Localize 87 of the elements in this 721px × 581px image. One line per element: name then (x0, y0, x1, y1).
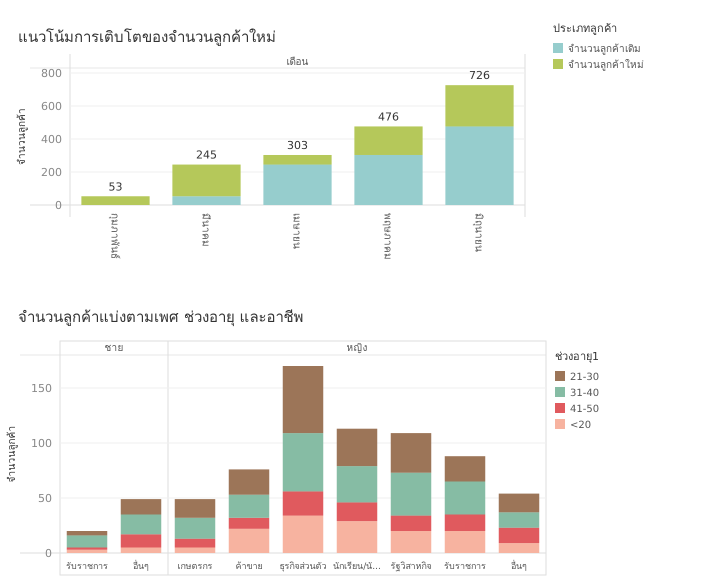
bar (174, 518, 216, 539)
total-label: 245 (196, 148, 217, 162)
bar (228, 528, 270, 553)
total-label: 726 (469, 69, 490, 82)
bar (120, 548, 162, 553)
bar (444, 531, 486, 553)
text: ชาย (104, 343, 124, 354)
legend-label: 21-30 (570, 372, 600, 383)
bar (282, 366, 324, 434)
bar (390, 516, 432, 531)
x-tick-label: ธุรกิจส่วนตัว (280, 561, 326, 572)
bar (444, 482, 486, 514)
legend-label: 41-50 (570, 404, 600, 415)
legend-label: จำนวนลูกค้าใหม่ (568, 59, 644, 71)
x-tick-label: นักเรียน/นั... (333, 561, 381, 572)
bar (390, 472, 432, 516)
bar (172, 196, 241, 205)
bar (354, 154, 423, 205)
y-tick-label: 50 (38, 492, 52, 505)
bar (390, 531, 432, 553)
bar (263, 154, 332, 165)
text: หญิง (346, 343, 368, 354)
y-tick-label: 400 (41, 132, 62, 146)
x-tick-label: ค้าขาย (236, 561, 262, 572)
y-tick-label: 0 (45, 547, 52, 560)
x-tick-label: รับราชการ (444, 562, 486, 572)
x-tick-label: มิถุนายน (472, 213, 484, 252)
bar (390, 433, 432, 473)
bar (228, 469, 270, 495)
bar (120, 534, 162, 548)
bar (498, 512, 540, 528)
x-tick-label: มีนาคม (200, 213, 212, 247)
bar (336, 521, 378, 553)
bar (66, 535, 108, 548)
bar (120, 514, 162, 534)
bar (81, 196, 150, 205)
y-tick-label: 200 (41, 166, 62, 179)
x-tick-label: กุมภาพันธ์ (108, 213, 120, 259)
bar (445, 126, 514, 205)
x-tick-label: เกษตรกร (178, 562, 212, 572)
bar (228, 518, 270, 529)
y-tick-label: 150 (31, 382, 52, 395)
bar (228, 494, 270, 518)
bar (174, 548, 216, 553)
x-tick-label: รัฐวิสาหกิจ (390, 561, 432, 572)
total-label: 303 (287, 138, 308, 152)
y-axis-title: จำนวนลูกค้า (6, 426, 18, 482)
total-label: 53 (108, 180, 122, 194)
bar (498, 528, 540, 544)
y-tick-label: 600 (41, 100, 62, 113)
bar (444, 514, 486, 531)
chart-title: จำนวนลูกค้าแบ่งตามเพศ ช่วงอายุ และอาชีพ (18, 308, 304, 327)
bar (444, 456, 486, 482)
total-label: 476 (378, 110, 399, 124)
bar (282, 433, 324, 492)
x-tick-label: พฤษภาคม (382, 213, 392, 260)
bar (66, 531, 108, 536)
y-tick-label: 0 (55, 199, 62, 212)
y-axis-title: จำนวนลูกค้า (16, 108, 28, 165)
x-tick-label: อื่นๆ (511, 559, 527, 572)
x-tick-label: รับราชการ (66, 562, 108, 572)
x-tick-label: อื่นๆ (133, 559, 149, 572)
bar (354, 126, 423, 155)
legend-label: 31-40 (570, 388, 600, 399)
bar (445, 85, 514, 126)
legend-title: ประเภทลูกค้า (553, 22, 617, 35)
chart-title: แนวโน้มการเติบโตของจำนวนลูกค้าใหม่ (18, 28, 276, 46)
bar (172, 164, 241, 196)
x-tick-label: เมษายน (290, 213, 302, 249)
bar (174, 499, 216, 518)
x-axis-title: เดือน (286, 56, 308, 68)
y-tick-label: 100 (31, 437, 52, 450)
bar (498, 543, 540, 553)
bar (336, 466, 378, 502)
bar (66, 550, 108, 553)
bar (282, 491, 324, 516)
legend-label: จำนวนลูกค้าเดิม (568, 43, 641, 55)
legend-title: ช่วงอายุ1 (555, 350, 599, 363)
bar (282, 516, 324, 553)
legend-label: <20 (570, 420, 592, 431)
y-tick-label: 800 (41, 66, 62, 80)
bar (120, 499, 162, 514)
bar (336, 502, 378, 522)
bar (336, 428, 378, 466)
bar (498, 494, 540, 512)
bar (174, 538, 216, 548)
bar (263, 164, 332, 205)
